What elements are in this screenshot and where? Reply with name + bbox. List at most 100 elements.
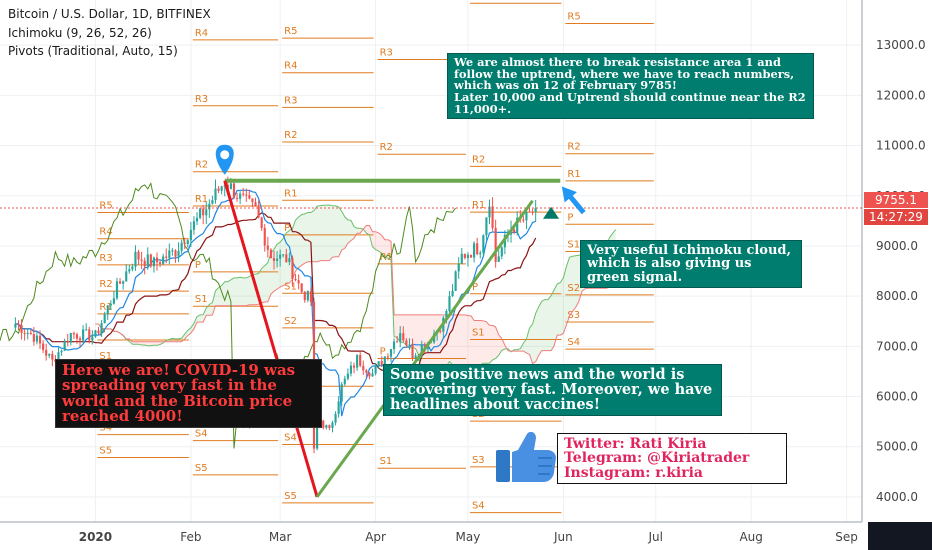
cloud-segment (529, 323, 533, 364)
pivot-label-p: P (284, 223, 290, 234)
candle-body (269, 249, 272, 259)
candle-body (454, 271, 457, 291)
candle-body (306, 290, 309, 301)
candle-body (94, 330, 97, 337)
candle-body (214, 188, 217, 201)
candle-body (466, 254, 470, 258)
cloud-segment (538, 301, 542, 356)
candle-body (371, 373, 374, 377)
time-tick-label: 2020 (79, 530, 112, 544)
pivot-label-r2: R2 (195, 160, 208, 171)
cloud-segment (307, 212, 311, 262)
candle-body (448, 296, 451, 312)
cloud-segment (572, 255, 576, 312)
candle-body (485, 217, 488, 236)
cloud-segment (240, 277, 244, 306)
chart-title: Bitcoin / U.S. Dollar, 1D, BITFINEX (8, 7, 211, 21)
price-tick-label: 13000.0 (876, 38, 926, 52)
pivot-label-s4: S4 (195, 429, 208, 440)
candle-body (389, 349, 393, 357)
candle-body (469, 254, 473, 258)
cloud-segment (464, 314, 468, 369)
note-news[interactable]: Some positive news and the world is reco… (383, 364, 722, 417)
candle-body (35, 335, 39, 342)
candle-body (392, 341, 396, 350)
senkou-span-a-line (95, 204, 617, 379)
candle-body (91, 336, 94, 341)
ichimoku-legend[interactable]: Ichimoku (9, 26, 52, 26) (8, 26, 152, 40)
green-up-marker (543, 206, 560, 219)
pivot-label-s1: S1 (380, 456, 393, 467)
pivot-label-r2: R2 (99, 279, 112, 290)
cloud-segment (135, 341, 139, 345)
cloud-segment (461, 314, 465, 368)
candle-body (57, 352, 60, 362)
candle-body (272, 258, 276, 261)
candle-body (211, 200, 214, 204)
cloud-segment (563, 266, 567, 334)
pivot-label-r1: R1 (567, 169, 580, 180)
candle-body (356, 354, 359, 368)
candle-body (254, 202, 257, 207)
pivot-label-s3: S3 (472, 455, 485, 466)
cloud-segment (344, 216, 348, 249)
candle-body (445, 311, 448, 318)
candle-body (17, 323, 20, 326)
note-resistance[interactable]: We are almost there to break resistance … (447, 53, 814, 120)
candle-body (359, 354, 362, 366)
pivot-label-s1: S1 (567, 239, 580, 250)
note-covid[interactable]: Here we are! COVID-19 was spreading very… (55, 359, 322, 429)
candle-body (171, 250, 174, 252)
time-tick-label: Aug (739, 530, 762, 544)
price-tick-label: 8000.0 (876, 289, 918, 303)
cloud-segment (338, 206, 342, 257)
pivot-label-r3: R3 (284, 95, 297, 106)
candle-body (275, 258, 279, 261)
cloud-segment (566, 257, 570, 325)
candle-body (78, 338, 82, 341)
cloud-segment (498, 334, 502, 356)
candle-body (45, 349, 48, 356)
cloud-segment (283, 233, 287, 286)
candle-body (208, 203, 211, 210)
note-ichimoku[interactable]: Very useful Ichimoku cloud, which is als… (580, 240, 802, 288)
pivot-label-r1: R1 (284, 188, 297, 199)
cloud-segment (304, 212, 308, 264)
cloud-segment (320, 205, 324, 261)
cloud-segment (458, 314, 462, 368)
candle-body (220, 186, 223, 191)
candle-body (143, 260, 146, 267)
pivot-label-s5: S5 (195, 463, 208, 474)
cloud-segment (455, 314, 459, 367)
candle-body (340, 384, 343, 402)
last-price-label: 9755.1 (864, 192, 928, 208)
candle-body (48, 353, 51, 356)
cloud-segment (141, 341, 145, 346)
price-tick-label: 4000.0 (876, 490, 918, 504)
pivot-label-r4: R4 (195, 28, 208, 39)
cloud-segment (301, 213, 305, 266)
recovery-trendline (315, 199, 534, 498)
axis-corner (868, 522, 932, 550)
price-tick-label: 12000.0 (876, 88, 926, 102)
pivots-legend[interactable]: Pivots (Traditional, Auto, 15) (8, 44, 178, 58)
candle-body (109, 303, 112, 306)
time-tick-label: Feb (180, 530, 201, 544)
candle-body (479, 252, 482, 255)
cloud-segment (280, 238, 284, 288)
thumbs-up-icon (496, 431, 556, 482)
price-tick-label: 11000.0 (876, 139, 926, 153)
candle-body (534, 208, 537, 213)
pivot-label-r2: R2 (284, 130, 297, 141)
cloud-segment (434, 314, 438, 375)
note-social[interactable]: Twitter: Rati Kiria Telegram: @Kiriatrad… (557, 433, 787, 484)
candle-body (525, 211, 528, 221)
candle-body (325, 425, 328, 428)
candle-body (383, 356, 386, 365)
senkou-span-b-line (95, 225, 617, 365)
candle-body (72, 333, 75, 335)
pivot-label-r1: R1 (195, 194, 208, 205)
cloud-segment (249, 274, 253, 305)
cloud-segment (366, 225, 370, 235)
